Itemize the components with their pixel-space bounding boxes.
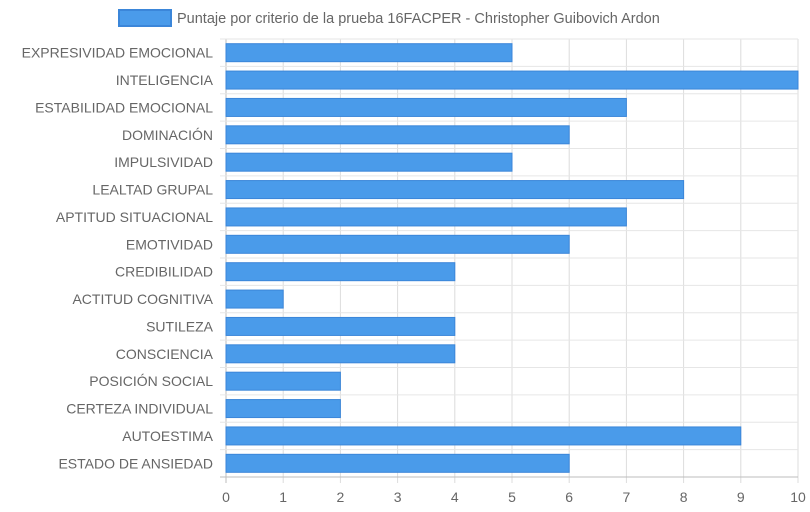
bar[interactable] [225,262,456,282]
category-label: EXPRESIVIDAD EMOCIONAL [22,45,214,61]
x-tick-label: 3 [394,489,402,505]
legend-label: Puntaje por criterio de la prueba 16FACP… [177,11,660,27]
category-label: INTELIGENCIA [116,72,214,88]
x-tick-label: 1 [279,489,287,505]
category-label: POSICIÓN SOCIAL [89,373,213,389]
x-tick-label: 10 [790,489,806,505]
legend-swatch [118,9,172,27]
bar[interactable] [225,70,799,90]
x-tick-label: 7 [623,489,631,505]
bar[interactable] [225,344,456,364]
category-label: AUTOESTIMA [122,428,213,444]
category-label: CREDIBILIDAD [115,264,213,280]
category-label: CONSCIENCIA [116,346,214,362]
category-label: ACTITUD COGNITIVA [72,291,213,307]
category-label: DOMINACIÓN [122,127,213,143]
category-label: APTITUD SITUACIONAL [56,209,213,225]
legend[interactable]: Puntaje por criterio de la prueba 16FACP… [118,9,660,27]
bar[interactable] [225,289,284,309]
category-label: ESTABILIDAD EMOCIONAL [35,99,213,115]
bars [225,43,799,473]
category-label: SUTILEZA [146,318,214,334]
category-labels: EXPRESIVIDAD EMOCIONAL INTELIGENCIA ESTABI… [22,45,214,472]
x-tick-label: 2 [337,489,345,505]
x-tick-label: 8 [680,489,688,505]
bar[interactable] [225,234,570,254]
x-axis-tick-labels: 0 1 2 3 4 5 6 7 8 9 10 [222,489,806,505]
category-label: CERTEZA INDIVIDUAL [66,401,213,417]
x-tick-label: 9 [737,489,745,505]
bar[interactable] [225,125,570,145]
bar[interactable] [225,453,570,473]
category-label: EMOTIVIDAD [126,236,213,252]
category-label: IMPULSIVIDAD [114,154,213,170]
bar[interactable] [225,180,685,200]
bar[interactable] [225,97,627,117]
x-tick-label: 5 [508,489,516,505]
bar[interactable] [225,207,627,227]
x-tick-label: 6 [565,489,573,505]
category-label: LEALTAD GRUPAL [92,182,213,198]
category-label: ESTADO DE ANSIEDAD [58,455,213,471]
x-tick-label: 4 [451,489,459,505]
bar[interactable] [225,152,513,172]
bar[interactable] [225,371,341,391]
bar[interactable] [225,316,456,336]
x-tick-label: 0 [222,489,230,505]
bar[interactable] [225,43,513,63]
bar[interactable] [225,426,742,446]
bar[interactable] [225,399,341,419]
